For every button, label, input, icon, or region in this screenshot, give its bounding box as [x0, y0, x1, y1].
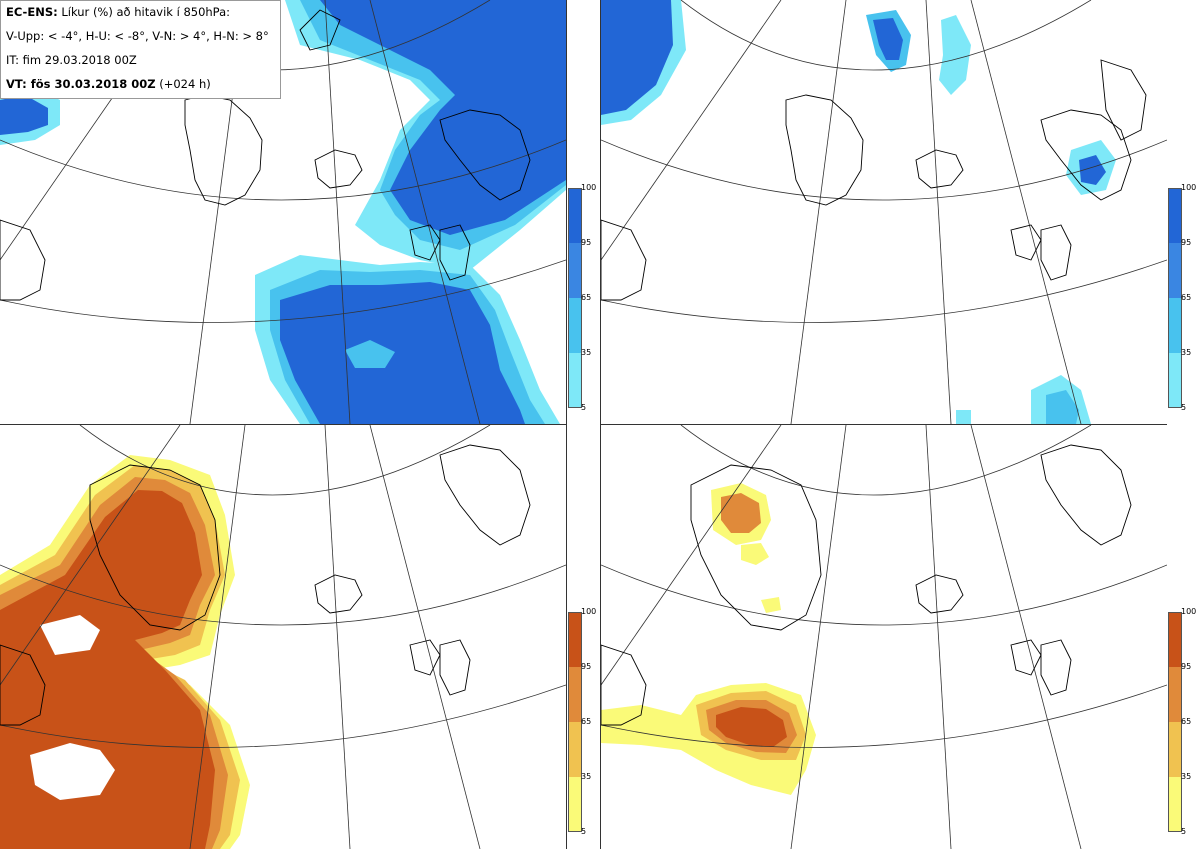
colorbar-frame	[568, 612, 582, 832]
colorbar-segment	[568, 667, 582, 722]
colorbar-tick-label: 5	[581, 827, 587, 836]
colorbar-segment	[568, 298, 582, 353]
colorbar-blue-top-right: 100 95 65 35 5	[1168, 184, 1198, 412]
info-box: EC-ENS: Líkur (%) að hitavik í 850hPa: V…	[0, 0, 281, 99]
colorbar-blue-top-left: 100 95 65 35 5	[568, 184, 598, 412]
info-line-4: VT: fös 30.03.2018 00Z (+024 h)	[6, 76, 275, 100]
colorbar-tick-label: 100	[1181, 607, 1197, 616]
colorbar-tick-label: 65	[581, 717, 592, 726]
probability-field	[601, 483, 816, 795]
colorbar-segment	[568, 243, 582, 298]
colorbar-segment	[568, 722, 582, 777]
probability-field	[0, 455, 250, 849]
colorbar-tick-label: 95	[581, 662, 592, 671]
colorbar-tick-label: 95	[1181, 238, 1192, 247]
graticule	[601, 0, 1167, 424]
colorbar-tick-label: 5	[1181, 827, 1187, 836]
colorbar-segment	[1168, 298, 1182, 353]
colorbar-tick-label: 65	[1181, 717, 1192, 726]
coastlines	[0, 444, 531, 726]
colorbar-frame	[568, 188, 582, 408]
map-canvas	[601, 0, 1167, 424]
map-panel-top-left: EC-ENS: Líkur (%) að hitavik í 850hPa: V…	[0, 0, 567, 425]
colorbar-frame	[1168, 612, 1182, 832]
colorbar-tick-label: 100	[581, 183, 597, 192]
info-line-3: IT: fim 29.03.2018 00Z	[6, 53, 137, 67]
coastlines	[601, 59, 1147, 301]
colorbar-tick-label: 65	[1181, 293, 1192, 302]
coastlines	[601, 444, 1132, 726]
probability-field	[601, 0, 1116, 424]
map-canvas	[0, 0, 566, 424]
colorbar-tick-label: 35	[581, 772, 592, 781]
colorbar-tick-label: 65	[581, 293, 592, 302]
colorbar-segment	[568, 777, 582, 832]
colorbar-tick-label: 35	[1181, 772, 1192, 781]
colorbar-segment	[568, 612, 582, 667]
colorbar-segment	[568, 353, 582, 408]
graticule	[0, 425, 566, 849]
colorbar-segment	[1168, 612, 1182, 667]
colorbar-tick-label: 35	[581, 348, 592, 357]
map-canvas	[601, 425, 1167, 849]
valid-time: VT: fös 30.03.2018 00Z	[6, 77, 156, 91]
colorbar-frame	[1168, 188, 1182, 408]
colorbar-segment	[1168, 722, 1182, 777]
graticule	[601, 425, 1167, 849]
probability-field	[0, 0, 566, 424]
map-panel-top-right	[600, 0, 1167, 425]
colorbar-segment	[568, 188, 582, 243]
colorbar-tick-label: 100	[581, 607, 597, 616]
colorbar-segment	[1168, 667, 1182, 722]
colorbar-tick-label: 95	[1181, 662, 1192, 671]
colorbar-segment	[1168, 353, 1182, 408]
info-line-1: EC-ENS: Líkur (%) að hitavik í 850hPa:	[6, 4, 275, 28]
colorbar-tick-label: 5	[1181, 403, 1187, 412]
product-description: Líkur (%) að hitavik í 850hPa:	[61, 5, 231, 19]
coastlines	[0, 9, 531, 301]
colorbar-segment	[1168, 188, 1182, 243]
colorbar-orange-bottom-right: 100 95 65 35 5	[1168, 608, 1198, 836]
map-canvas	[0, 425, 566, 849]
colorbar-tick-label: 100	[1181, 183, 1197, 192]
map-panel-bottom-right	[600, 424, 1167, 849]
info-line-2: V-Upp: < -4°, H-U: < -8°, V-N: > 4°, H-N…	[6, 29, 269, 43]
product-name: EC-ENS:	[6, 5, 58, 19]
colorbar-segment	[1168, 777, 1182, 832]
map-panel-bottom-left	[0, 424, 567, 849]
colorbar-tick-label: 95	[581, 238, 592, 247]
colorbar-segment	[1168, 243, 1182, 298]
colorbar-orange-bottom-left: 100 95 65 35 5	[568, 608, 598, 836]
colorbar-tick-label: 5	[581, 403, 587, 412]
colorbar-tick-label: 35	[1181, 348, 1192, 357]
lead-time: (+024 h)	[159, 77, 211, 91]
